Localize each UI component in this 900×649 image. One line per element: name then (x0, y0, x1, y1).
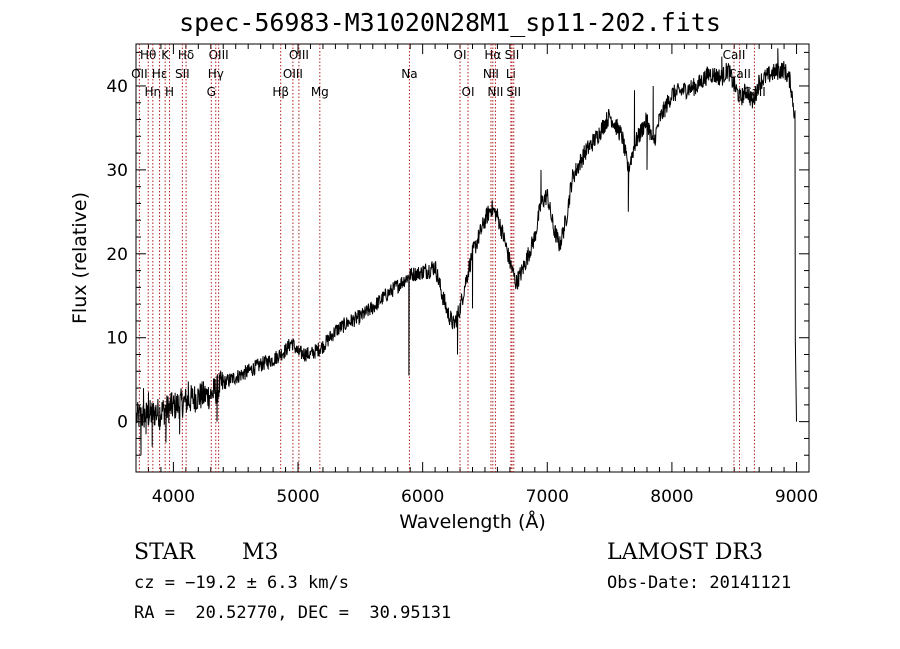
radec-label: RA = 20.52770, DEC = 30.95131 (134, 603, 452, 623)
line-marker-label: Hα (484, 48, 501, 62)
object-subclass: M3 (242, 540, 279, 565)
spectrum-line (136, 48, 797, 456)
line-marker-label: OIII (289, 48, 309, 62)
line-marker-label: Hε (152, 67, 168, 81)
line-marker-label: NII (483, 67, 499, 81)
x-tick-label: 6000 (401, 487, 444, 507)
x-tick-label: 8000 (650, 487, 693, 507)
line-marker-label: SII (506, 85, 521, 99)
line-marker-label: OIII (209, 48, 229, 62)
obs-date-label: Obs-Date: 20141121 (607, 573, 792, 593)
chart-title: spec-56983-M31020N28M1_sp11-202.fits (179, 8, 721, 37)
line-marker-label: Hη (145, 85, 162, 99)
y-tick-label: 40 (106, 77, 128, 97)
y-tick-label: 10 (106, 329, 128, 349)
x-tick-label: 5000 (276, 487, 319, 507)
line-marker-label: K (161, 48, 170, 62)
line-marker-label: Hγ (208, 67, 224, 81)
line-marker-label: CaII (723, 48, 746, 62)
line-marker-label: NII (487, 85, 503, 99)
line-marker-label: OI (454, 48, 467, 62)
line-marker-label: Hθ (140, 48, 156, 62)
line-marker-label: H (165, 85, 174, 99)
line-marker-label: OII (131, 67, 148, 81)
line-marker-label: Hδ (178, 48, 194, 62)
y-tick-label: 0 (117, 413, 128, 433)
line-marker-label: SII (175, 67, 190, 81)
line-marker-label: Na (401, 67, 417, 81)
x-tick-label: 7000 (526, 487, 569, 507)
survey-label: LAMOST DR3 (607, 540, 763, 565)
y-tick-label: 20 (106, 245, 128, 265)
line-marker-label: Li (506, 67, 516, 81)
line-marker-label: Hβ (272, 85, 289, 99)
line-marker-label: SII (505, 48, 520, 62)
x-tick-label: 9000 (775, 487, 818, 507)
line-marker-label: Mg (311, 85, 329, 99)
line-marker-label: G (207, 85, 216, 99)
object-class: STAR (134, 540, 195, 565)
x-axis-label: Wavelength (Å) (399, 510, 546, 533)
cz-label: cz = −19.2 ± 6.3 km/s (134, 573, 349, 593)
line-marker-label: OIII (283, 67, 303, 81)
x-tick-label: 4000 (152, 487, 195, 507)
line-marker-label: OI (462, 85, 475, 99)
y-axis-label: Flux (relative) (69, 192, 91, 324)
y-tick-label: 30 (106, 161, 128, 181)
